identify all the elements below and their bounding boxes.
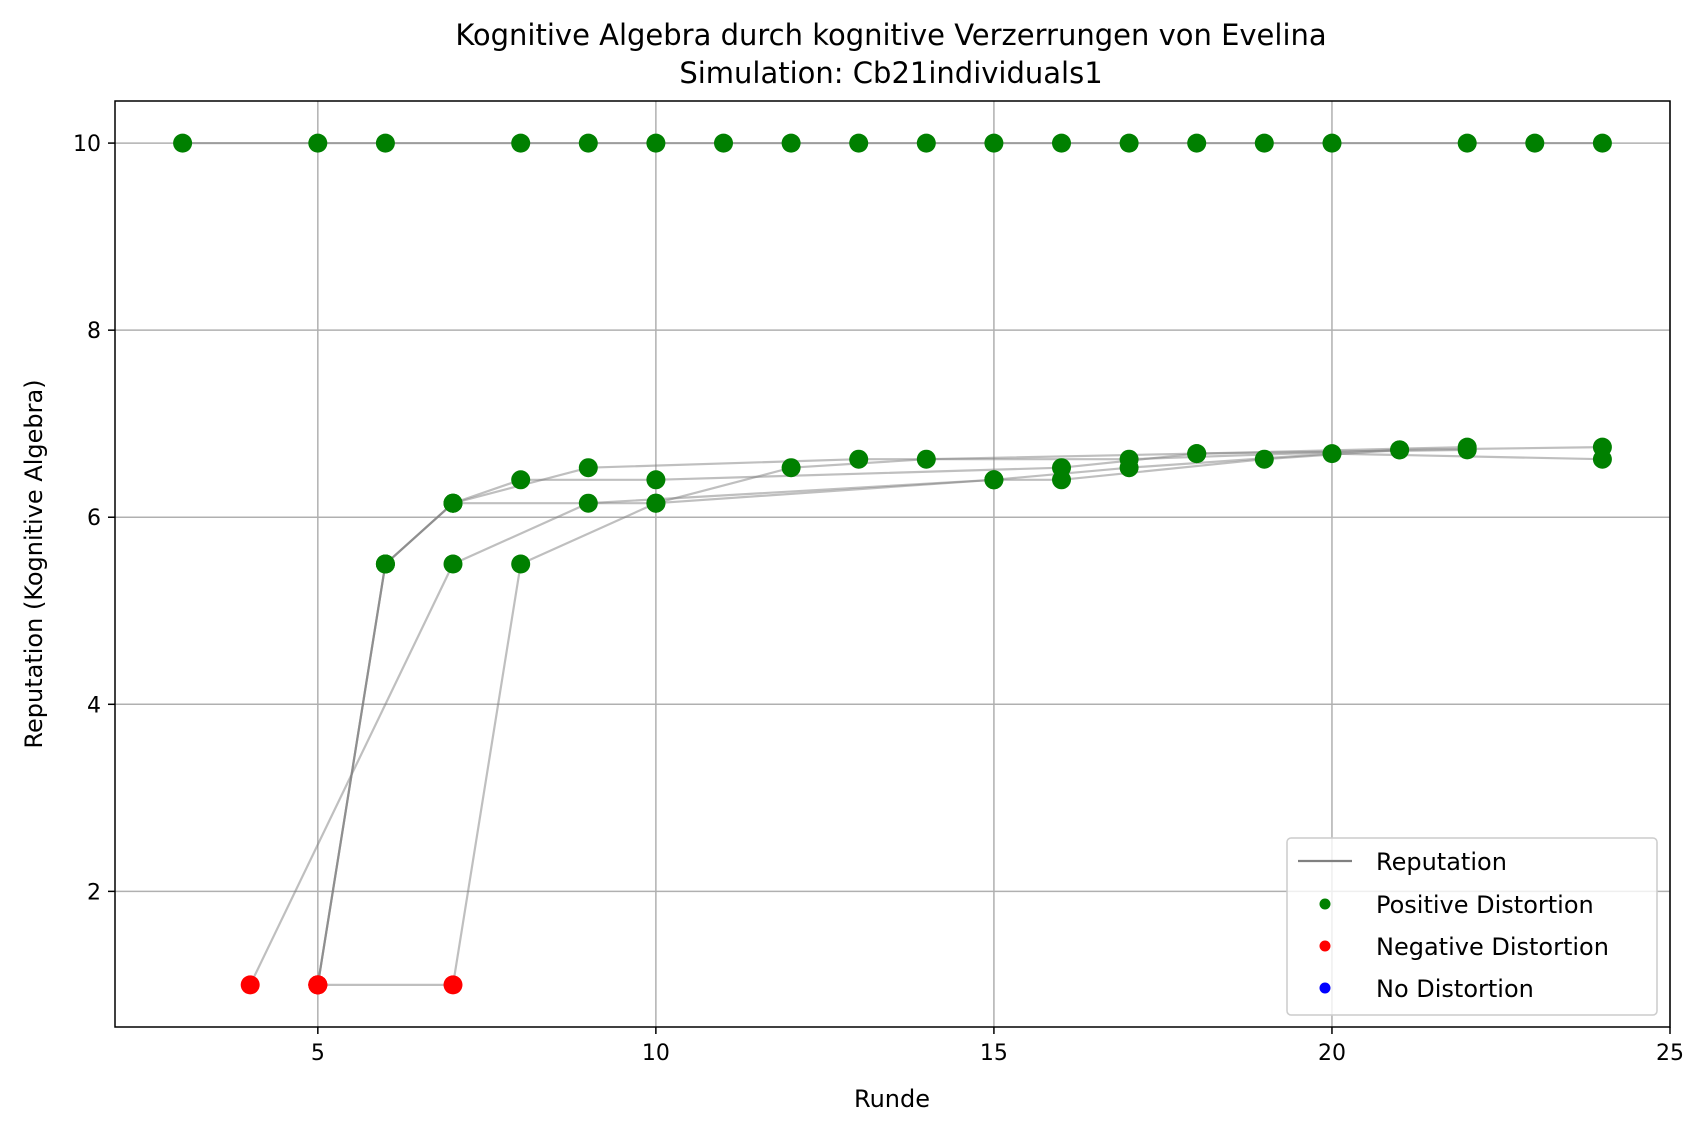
point-positive-distortion [1592,133,1612,153]
distortion-markers [173,133,1612,995]
legend-positive-swatch [1319,898,1331,910]
legend-positive-label: Positive Distortion [1376,891,1594,919]
point-positive-distortion [781,458,801,478]
y-axis-label: Reputation (Kognitive Algebra) [20,379,48,748]
x-tick-label: 25 [1656,1041,1684,1066]
point-positive-distortion [443,554,463,574]
point-positive-distortion [916,449,936,469]
x-tick-label: 15 [980,1041,1008,1066]
point-positive-distortion [1592,449,1612,469]
point-positive-distortion [1390,440,1410,460]
point-positive-distortion [173,133,193,153]
point-positive-distortion [443,493,463,513]
x-tick-label: 5 [311,1041,325,1066]
plot-frame [114,100,1671,1028]
reputation-line-6 [316,448,1400,986]
point-positive-distortion [375,133,395,153]
y-tick-label: 2 [87,880,101,905]
point-negative-distortion [443,975,463,995]
point-positive-distortion [511,470,531,490]
point-negative-distortion [240,975,260,995]
point-positive-distortion [1322,444,1342,464]
point-positive-distortion [1457,133,1477,153]
point-positive-distortion [1254,133,1274,153]
y-tick-label: 6 [87,506,101,531]
point-positive-distortion [1525,133,1545,153]
x-tick-label: 20 [1318,1041,1346,1066]
y-axis-ticks: 2 4 6 8 10 [73,132,115,905]
y-tick-label: 10 [73,132,101,157]
point-positive-distortion [1052,133,1071,153]
point-negative-distortion [308,975,328,995]
point-positive-distortion [714,133,733,153]
point-positive-distortion [984,133,1004,153]
point-positive-distortion [578,493,598,513]
point-positive-distortion [849,449,869,469]
legend-negative-label: Negative Distortion [1376,933,1609,961]
x-axis-label: Runde [854,1085,930,1113]
legend-box [1286,837,1658,1016]
point-positive-distortion [646,493,666,513]
point-positive-distortion [511,133,531,153]
point-positive-distortion [781,133,801,153]
point-positive-distortion [1052,470,1071,490]
point-positive-distortion [1254,449,1274,469]
point-positive-distortion [1119,133,1139,153]
point-positive-distortion [375,554,395,574]
reputation-line-5 [317,448,1468,987]
point-positive-distortion [646,133,666,153]
legend-none-label: No Distortion [1376,975,1534,1003]
point-positive-distortion [1119,458,1139,478]
point-positive-distortion [1187,133,1207,153]
y-tick-label: 4 [87,693,101,718]
chart-subtitle: Simulation: Cb21individuals1 [679,56,1102,90]
legend-negative-swatch [1319,940,1331,952]
point-positive-distortion [1322,133,1342,153]
legend-none-swatch [1319,982,1331,994]
point-positive-distortion [578,133,598,153]
x-tick-label: 10 [642,1041,670,1066]
point-positive-distortion [916,133,936,153]
x-axis-ticks: 5 10 15 20 25 [311,1027,1684,1066]
point-positive-distortion [849,133,869,153]
y-tick-label: 8 [87,319,101,344]
point-positive-distortion [646,470,666,490]
point-positive-distortion [1187,444,1207,464]
point-positive-distortion [308,133,328,153]
chart-title: Kognitive Algebra durch kognitive Verzer… [455,18,1326,52]
legend-reputation-label: Reputation [1376,848,1507,876]
point-positive-distortion [984,470,1004,490]
legend: Reputation Positive Distortion Negative … [1286,837,1658,1016]
point-positive-distortion [511,554,531,574]
point-positive-distortion [578,458,598,478]
point-positive-distortion [1457,440,1477,460]
